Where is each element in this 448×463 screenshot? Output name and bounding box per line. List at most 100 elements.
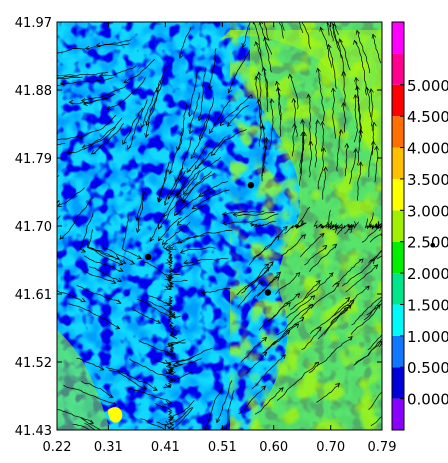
streamline (219, 93, 253, 127)
streamline-arrowhead (347, 336, 353, 341)
streamline-arrowhead (179, 249, 185, 254)
streamline-arrowhead (347, 304, 352, 309)
streamline (356, 30, 371, 74)
streamline-arrowhead (182, 190, 188, 196)
streamline (317, 304, 352, 340)
colorbar-label: 1.000 (407, 328, 448, 346)
streamline (293, 98, 298, 138)
streamline (203, 387, 224, 430)
streamline-arrowhead (200, 290, 206, 295)
streamline-arrowhead (292, 123, 297, 128)
streamline (368, 391, 382, 410)
streamline (57, 133, 59, 135)
streamline (369, 232, 382, 243)
streamline-arrowhead (322, 244, 328, 250)
streamline (310, 297, 350, 335)
y-tick-label: 41.97 (15, 16, 52, 31)
streamline (227, 50, 251, 94)
streamline-arrowhead (386, 228, 390, 232)
streamline-arrowhead (99, 366, 105, 371)
streamline (345, 264, 379, 293)
streamline-arrowhead (321, 147, 326, 152)
streamline-arrowhead (345, 297, 351, 302)
streamline-arrowhead (291, 97, 297, 103)
colorbar-segment (392, 273, 404, 305)
streamline (355, 77, 362, 134)
streamline (165, 244, 174, 273)
streamline (336, 129, 342, 172)
streamline (88, 266, 122, 282)
streamline-arrowhead (354, 76, 359, 82)
streamline (148, 300, 174, 317)
streamline-arrowhead (418, 221, 422, 224)
streamline (253, 22, 262, 61)
streamline (149, 214, 164, 242)
streamline-arrowhead (264, 263, 270, 269)
streamline (353, 337, 382, 366)
streamline (317, 67, 325, 122)
streamline-arrowhead (209, 128, 214, 134)
streamline (341, 259, 375, 287)
streamline (209, 100, 231, 134)
streamline-arrowhead (171, 268, 177, 273)
streamline (169, 400, 195, 421)
streamline-arrowhead (167, 194, 172, 200)
streamline (255, 41, 269, 97)
streamline-arrowhead (328, 272, 334, 277)
streamline (326, 22, 330, 36)
streamline-arrowhead (80, 98, 86, 103)
streamline (138, 340, 173, 356)
streamline (122, 107, 143, 145)
streamline (167, 315, 181, 329)
streamline-arrowhead (173, 211, 179, 216)
streamline (364, 218, 380, 230)
streamline (255, 75, 262, 121)
y-tick-label: 41.88 (15, 84, 52, 99)
streamline-arrowhead (263, 36, 268, 42)
streamline (339, 38, 351, 71)
streamline-arrowhead (210, 151, 216, 156)
streamline-arrowhead (314, 361, 320, 367)
streamline (210, 129, 247, 156)
streamline (136, 299, 172, 318)
streamline-arrowhead (176, 146, 181, 152)
streamline (66, 127, 116, 154)
streamline (301, 282, 340, 317)
streamline (155, 403, 173, 425)
streamline-arrowhead (165, 259, 171, 264)
streamline (252, 226, 288, 260)
y-tick-label: 41.61 (15, 288, 52, 303)
streamline (314, 119, 318, 168)
streamline (60, 77, 114, 85)
streamline (254, 387, 284, 415)
streamline (57, 201, 60, 203)
streamline (268, 293, 300, 321)
streamline (354, 40, 367, 96)
streamline (200, 287, 231, 294)
streamline-arrowhead (180, 197, 186, 202)
streamline-arrowhead (123, 78, 129, 84)
streamline-arrowhead (183, 260, 189, 265)
streamline (136, 188, 147, 221)
colorbar-label: 0.500 (407, 359, 448, 377)
streamline-arrowhead (385, 291, 389, 295)
streamline-arrowhead (353, 94, 358, 99)
colorbar-segment (392, 335, 404, 368)
streamline-arrowhead (256, 98, 262, 104)
streamline (269, 98, 274, 147)
streamline (263, 22, 270, 41)
streamline (68, 303, 120, 329)
streamline-arrowhead (77, 134, 83, 140)
colorbar-segment (392, 210, 404, 242)
streamline (321, 121, 324, 152)
streamline (81, 117, 123, 149)
colorbar-label: 4.500 (407, 108, 448, 126)
streamline (109, 369, 147, 390)
streamline-arrowhead (190, 154, 195, 160)
streamline-arrowhead (57, 202, 62, 207)
streamline-arrowhead (187, 112, 193, 118)
streamline-arrowhead (308, 303, 314, 309)
streamline-arrowhead (178, 53, 184, 59)
streamline-arrowhead (112, 401, 118, 407)
